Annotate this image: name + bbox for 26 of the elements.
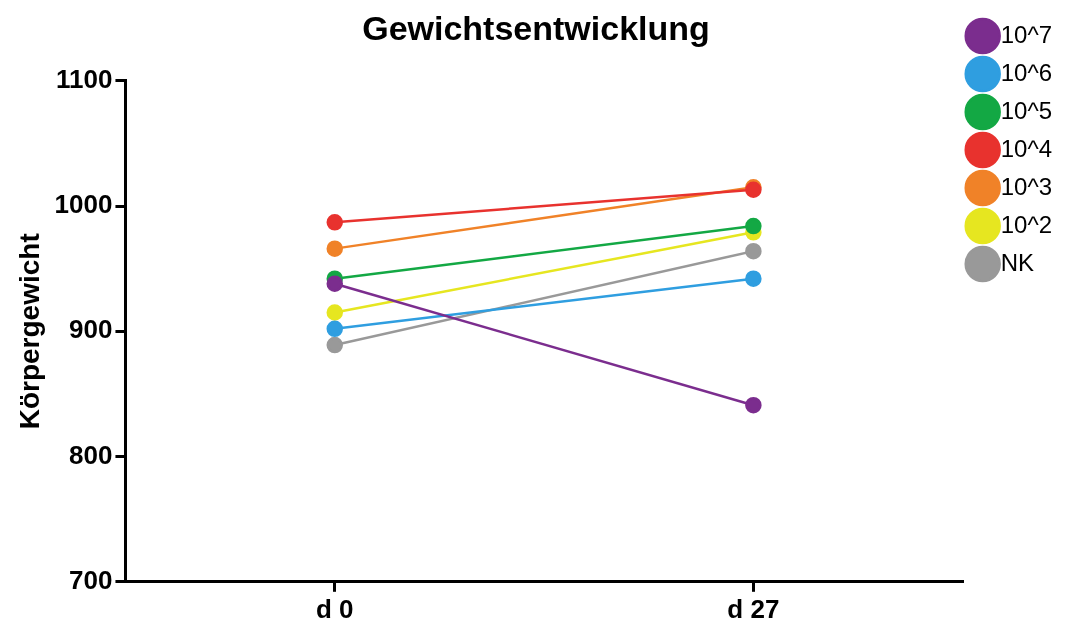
legend-label: 10^2 [1000, 210, 1053, 238]
point [745, 242, 762, 260]
point [326, 304, 343, 321]
point [326, 275, 343, 292]
legend-label: 10^3 [1000, 172, 1053, 200]
chart-title: Gewichtsentwicklung [362, 8, 710, 47]
point [326, 336, 343, 354]
legend-label: 10^7 [1000, 20, 1053, 48]
point [326, 214, 343, 231]
y-tick-label: 1000 [54, 189, 113, 220]
legend-label: 10^4 [1000, 134, 1053, 162]
point [745, 217, 762, 235]
y-tick-label: 900 [69, 314, 113, 345]
y-axis-title: Körpergewicht [13, 233, 45, 430]
point [745, 396, 762, 414]
y-tick-label: 700 [69, 564, 113, 595]
point [326, 320, 343, 338]
point [745, 270, 762, 287]
legend-label: NK [1000, 248, 1035, 276]
legend-label: 10^5 [1000, 96, 1053, 124]
legend-label: 10^6 [1000, 58, 1053, 86]
y-tick-label: 1100 [56, 63, 113, 94]
x-tick-label: d 27 [727, 593, 780, 624]
point [326, 240, 343, 257]
x-tick-label: d 0 [315, 593, 354, 624]
y-tick-label: 800 [69, 439, 113, 470]
